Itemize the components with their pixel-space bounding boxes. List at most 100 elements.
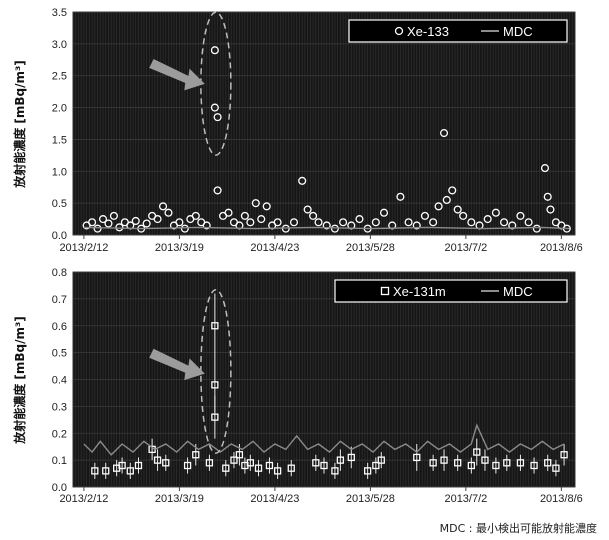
data-point-xe131m xyxy=(503,459,511,467)
data-point-xe133 xyxy=(412,221,421,230)
data-point-xe133 xyxy=(180,224,189,233)
y-tick-label: 0.1 xyxy=(52,455,67,467)
data-point-xe133 xyxy=(309,211,318,220)
data-point-xe133 xyxy=(439,129,449,138)
data-point-xe131m xyxy=(134,461,143,470)
data-point-xe131m xyxy=(347,453,355,462)
data-point-xe133 xyxy=(213,186,222,195)
data-point-xe133 xyxy=(164,208,173,217)
data-point-xe131m xyxy=(530,461,538,470)
y-tick-label: 0.2 xyxy=(52,428,67,440)
data-point-xe133 xyxy=(262,202,271,211)
data-point-xe131m xyxy=(235,451,244,459)
data-point-xe133 xyxy=(153,215,162,224)
data-point-xe133 xyxy=(448,186,457,195)
series-line-mdc xyxy=(83,226,570,230)
legend-label-mdc: MDC xyxy=(503,284,533,299)
x-tick-label: 2013/7/2 xyxy=(444,242,487,254)
data-point-xe133 xyxy=(303,205,312,214)
data-point-xe133 xyxy=(330,224,339,233)
legend-marker-square xyxy=(380,286,390,296)
data-point-xe131m xyxy=(560,451,568,459)
data-point-xe133 xyxy=(224,208,233,217)
legend-label-mdc: MDC xyxy=(503,24,533,39)
data-point-xe131m xyxy=(454,459,462,467)
data-point-xe133 xyxy=(104,219,113,228)
data-point-xe133 xyxy=(98,215,108,224)
data-point-xe131m xyxy=(205,459,214,467)
data-point-xe133 xyxy=(115,223,124,232)
legend-box xyxy=(348,19,568,43)
data-point-xe133 xyxy=(500,218,509,227)
data-point-xe133 xyxy=(93,224,102,233)
data-point-xe131m xyxy=(312,459,320,467)
data-point-xe133 xyxy=(314,218,323,227)
data-point-xe133 xyxy=(257,215,266,224)
data-point-xe133 xyxy=(88,218,97,227)
y-tick-label: 1.5 xyxy=(52,134,67,146)
data-point-xe131m xyxy=(287,464,295,472)
data-point-xe131m xyxy=(192,451,200,459)
y-tick-label: 0.3 xyxy=(52,401,67,413)
data-point-xe133 xyxy=(543,192,552,201)
chart-panel-2: 0.0 0.1 0.2 0.3 0.4 0.5 0.6 0.7 0.8 2013/2/12 2013… xyxy=(12,267,583,505)
data-point-xe133 xyxy=(532,224,541,233)
data-point-xe131m xyxy=(481,456,489,464)
y-axis-label: 放射能濃度 [mBq/m³] xyxy=(12,316,27,445)
y-axis-label: 放射能濃度 [mBq/m³] xyxy=(12,60,27,189)
x-tick-label: 2013/5/28 xyxy=(346,493,395,505)
x-tick-label: 2013/8/6 xyxy=(540,242,583,254)
data-point-xe131m xyxy=(552,464,560,472)
data-point-xe133 xyxy=(453,205,462,214)
data-point-xe133 xyxy=(131,216,140,226)
x-tick-label: 2013/7/2 xyxy=(444,493,487,505)
data-point-xe133 xyxy=(289,218,299,227)
y-tick-label: 0.5 xyxy=(52,348,67,360)
data-point-xe133 xyxy=(322,221,331,230)
data-point-xe131m xyxy=(372,461,380,470)
data-point-xe133 xyxy=(524,218,533,227)
y-tick-label: 3.0 xyxy=(52,39,67,51)
y-tick-label: 0.7 xyxy=(52,294,67,306)
y-tick-label: 0.4 xyxy=(52,375,67,387)
data-point-xe131m xyxy=(102,467,110,475)
x-tick-label: 2013/4/23 xyxy=(250,242,299,254)
data-point-xe133 xyxy=(109,211,118,220)
data-point-xe131m xyxy=(320,461,328,470)
y-tick-label: 2.0 xyxy=(52,103,67,115)
data-point-xe133 xyxy=(240,211,249,220)
data-point-xe133 xyxy=(213,113,222,122)
x-tick-label: 2013/4/23 xyxy=(250,493,299,505)
data-point-xe133 xyxy=(420,211,429,220)
data-point-xe131m xyxy=(230,456,238,464)
data-point-xe133 xyxy=(516,211,525,220)
data-point-xe133 xyxy=(273,218,282,227)
chart-panel-1: 0.0 0.5 1.0 1.5 2.0 2.5 3.0 3.5 2013/2/12 2013/3/… xyxy=(12,7,583,254)
data-point-xe133 xyxy=(491,208,500,217)
data-point-xe133 xyxy=(142,219,151,228)
data-point-xe133 xyxy=(459,211,468,220)
x-tick-label: 2013/3/19 xyxy=(155,242,204,254)
data-point-xe133 xyxy=(191,211,200,220)
data-point-xe133 xyxy=(429,218,438,227)
data-point-xe133 xyxy=(434,202,443,211)
x-tick-label: 2013/8/6 xyxy=(540,493,583,505)
data-point-xe131m xyxy=(211,381,219,389)
data-point-xe133 xyxy=(442,195,451,205)
y-tick-label: 0.8 xyxy=(52,267,67,279)
y-tick-label: 2.5 xyxy=(52,71,67,83)
data-point-xe133 xyxy=(210,103,219,112)
data-point-xe133 xyxy=(246,218,255,227)
x-tick-label: 2013/2/12 xyxy=(59,242,108,254)
x-tick-label: 2013/5/28 xyxy=(346,242,395,254)
data-point-xe133 xyxy=(467,218,476,227)
y-tick-label: 0.6 xyxy=(52,321,67,333)
data-point-xe133 xyxy=(396,192,405,201)
x-tick-label: 2013/3/19 xyxy=(155,493,204,505)
data-point-xe131m xyxy=(413,453,421,462)
data-point-xe131m xyxy=(211,413,219,421)
data-point-xe133 xyxy=(379,208,389,217)
data-point-xe131m xyxy=(364,467,372,475)
legend-label-primary: Xe-133 xyxy=(407,24,449,39)
